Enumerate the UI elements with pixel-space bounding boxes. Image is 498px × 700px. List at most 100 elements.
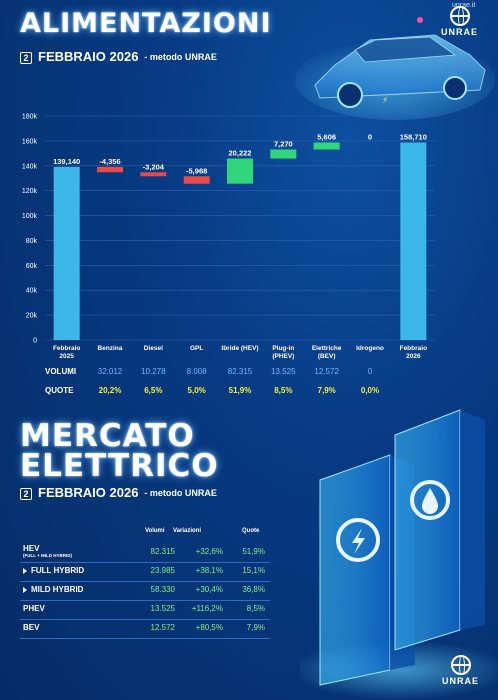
data-label: 20,222 xyxy=(229,149,252,158)
y-tick-label: 100k xyxy=(22,213,38,220)
charging-stations-illustration xyxy=(300,409,498,700)
volumi-value: 13.525 xyxy=(271,367,296,376)
quote-value: 20,2% xyxy=(98,386,122,395)
section-title-line2: ELETTRICO xyxy=(20,448,219,484)
category-label: Idrogeno xyxy=(356,345,384,352)
quote-value: 6,5% xyxy=(144,386,163,395)
y-tick-label: 20k xyxy=(26,313,38,320)
row-name: MILD HYBRID xyxy=(23,585,83,594)
volumi-value: 12.572 xyxy=(314,367,339,376)
category-label: Elettriche xyxy=(312,345,342,352)
category-label: Febbraio xyxy=(53,345,80,352)
data-label: 139,140 xyxy=(53,157,80,166)
cell-volumi: 82.315 xyxy=(150,547,175,556)
quote-value: 51,9% xyxy=(228,386,252,395)
website-url: unrae.it xyxy=(452,2,476,9)
volumi-row-label: VOLUMI xyxy=(45,367,77,376)
bar xyxy=(140,172,167,177)
quote-row-label: QUOTE xyxy=(45,386,74,395)
logo-text: UNRAE xyxy=(441,27,479,37)
data-label: 0 xyxy=(368,132,372,141)
y-axis-ticks: 0 20k 40k 60k 80k 100k 120k 140k 160k 180k xyxy=(22,114,38,345)
data-labels: 139,140 -4,356 -3,204 -5,968 20,222 7,270 5,60… xyxy=(53,132,427,175)
cell-variazioni: +38,1% xyxy=(195,566,223,575)
y-tick-label: 40k xyxy=(26,288,38,295)
y-tick-label: 120k xyxy=(22,188,38,195)
category-label: 2025 xyxy=(59,353,74,360)
data-label: 7,270 xyxy=(274,139,293,148)
bar xyxy=(270,149,297,159)
calendar-icon: 2 xyxy=(20,487,32,500)
logo-text: UNRAE xyxy=(442,676,480,686)
page-title: ALIMENTAZIONI xyxy=(20,8,272,39)
y-tick-label: 180k xyxy=(22,114,38,121)
y-tick-label: 80k xyxy=(26,238,38,245)
unrae-logo: UNRAE xyxy=(441,6,478,37)
calendar-icon: 2 xyxy=(20,51,32,64)
category-label: (PHEV) xyxy=(272,353,294,360)
cell-variazioni: +32,6% xyxy=(195,547,223,556)
cell-quote: 7,9% xyxy=(246,623,265,632)
section-date-subtitle: 2 FEBBRAIO 2026 - metodo UNRAE xyxy=(20,485,217,500)
category-label: 2026 xyxy=(406,353,421,360)
row-name: HEV xyxy=(23,544,40,553)
waterfall-chart: 0 20k 40k 60k 80k 100k 120k 140k 160k 180k 139,14… xyxy=(22,114,435,360)
play-triangle-icon xyxy=(23,586,27,593)
cell-volumi: 58.330 xyxy=(150,585,175,594)
cell-variazioni: +116,2% xyxy=(191,604,223,613)
globe-icon xyxy=(449,6,470,26)
svg-text:⚡: ⚡ xyxy=(382,96,388,106)
header-volumi: Volumi xyxy=(145,528,165,534)
category-label: Diesel xyxy=(144,345,163,352)
volumi-value: 10.278 xyxy=(141,367,166,376)
table-row: MILD HYBRID 58.330 +30,4% 36,8% xyxy=(20,580,270,601)
header-quote: Quote xyxy=(242,528,260,534)
table-row: FULL HYBRID 23.985 +38,1% 15,1% xyxy=(20,561,270,582)
y-tick-label: 140k xyxy=(22,163,38,170)
quote-value: 7,9% xyxy=(317,386,336,395)
category-label: Febbraio xyxy=(400,345,427,352)
play-triangle-icon xyxy=(23,567,27,574)
table-row: HEV (FULL + MILD HYBRID) 82.315 +32,6% 51,9% xyxy=(20,542,270,563)
bar xyxy=(313,142,340,150)
table-row: BEV 12.572 +80,5% 7,9% xyxy=(20,618,270,639)
method-label: - metodo UNRAE xyxy=(144,51,217,62)
category-label: Benzina xyxy=(98,345,123,352)
cell-variazioni: +30,4% xyxy=(195,585,223,594)
cell-volumi: 13.525 xyxy=(150,604,175,613)
chart-grid xyxy=(45,115,435,341)
section-title-line1: MERCATO xyxy=(20,418,195,454)
quote-value: 8,5% xyxy=(274,386,293,395)
bar xyxy=(183,176,210,184)
volumi-value: 32.012 xyxy=(97,367,123,376)
bar xyxy=(97,166,123,173)
cell-quote: 36,8% xyxy=(242,585,265,594)
quote-value: 5,0% xyxy=(187,386,206,395)
section-method-label: - metodo UNRAE xyxy=(144,487,217,498)
y-tick-label: 0 xyxy=(33,338,37,345)
y-tick-label: 160k xyxy=(22,138,38,145)
section-month-label: FEBBRAIO 2026 xyxy=(38,485,139,500)
volumi-value: 0 xyxy=(367,367,373,376)
header-variazioni: Variazioni xyxy=(173,528,202,534)
bar xyxy=(227,158,253,184)
row-name: BEV xyxy=(23,623,40,632)
category-label: GPL xyxy=(190,345,203,352)
data-label: -4,356 xyxy=(99,157,120,166)
cell-variazioni: +80,5% xyxy=(195,623,223,632)
volumi-value: 82.315 xyxy=(227,367,253,376)
row-subtitle: (FULL + MILD HYBRID) xyxy=(23,553,73,558)
cell-quote: 15,1% xyxy=(242,566,265,575)
unrae-logo-bottom: UNRAE xyxy=(442,655,479,686)
data-label: -5,968 xyxy=(186,166,207,175)
electric-car-illustration: ⚡ xyxy=(295,17,495,120)
bar xyxy=(53,166,80,340)
cell-volumi: 12.572 xyxy=(150,623,175,632)
cell-quote: 51,9% xyxy=(242,547,265,556)
date-subtitle: 2 FEBBRAIO 2026 - metodo UNRAE xyxy=(20,49,217,64)
bar xyxy=(400,142,427,340)
quote-value: 0,0% xyxy=(360,386,380,395)
y-tick-label: 60k xyxy=(26,263,38,270)
row-name: FULL HYBRID xyxy=(23,566,84,575)
